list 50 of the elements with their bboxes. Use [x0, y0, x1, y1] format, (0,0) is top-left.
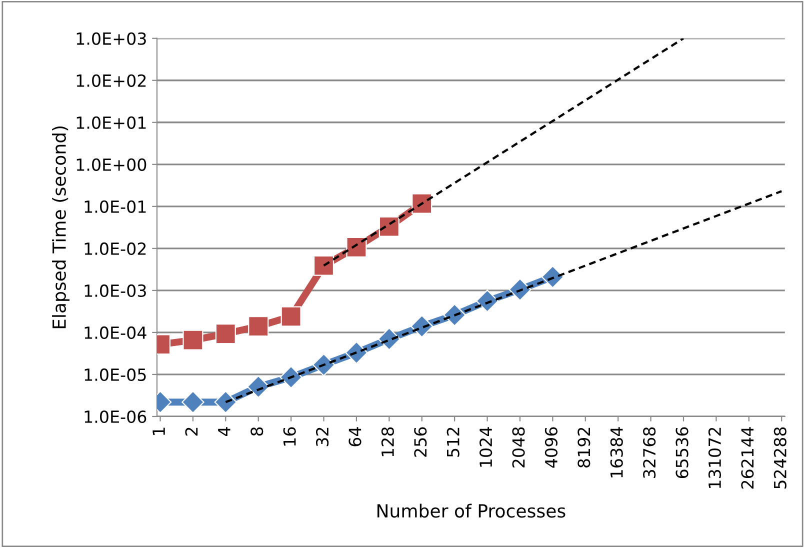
point — [378, 216, 400, 237]
y-tick-label: 1.0E-06 — [84, 410, 146, 424]
point — [215, 324, 236, 344]
point — [280, 366, 302, 389]
point — [412, 193, 432, 214]
point — [280, 306, 302, 327]
x-tick-label: 2048 — [512, 427, 525, 468]
point — [214, 390, 238, 414]
x-tick-label: 262144 — [741, 427, 754, 489]
x-tick-label: 32768 — [643, 427, 656, 478]
y-tick-label: 1.0E-02 — [84, 242, 146, 255]
x-tick-label: 512 — [446, 428, 460, 457]
y-tick-label: 1.0E-03 — [84, 284, 146, 298]
x-axis-title: Number of Processes — [377, 504, 566, 518]
x-tick-label: 4 — [218, 427, 230, 436]
point — [345, 341, 368, 364]
y-tick-label: 1.0E+00 — [76, 158, 146, 171]
x-tick-label: 8 — [250, 427, 264, 436]
x-tick-label: 131072 — [708, 428, 722, 488]
y-tick-label: 1.0E-01 — [84, 200, 146, 213]
point — [313, 255, 334, 276]
x-tick-label: 2 — [185, 428, 198, 436]
x-tick-label: 1024 — [480, 427, 492, 467]
x-tick-label: 32 — [316, 428, 329, 446]
point — [182, 330, 204, 350]
y-tick-label: 1.0E+01 — [76, 116, 146, 129]
x-tick-label: 256 — [414, 427, 427, 457]
x-tick-label: 128 — [381, 427, 394, 456]
x-tick-label: 4096 — [544, 427, 558, 468]
y-tick-label: 1.0E-05 — [84, 368, 146, 382]
x-tick-label: 8192 — [578, 428, 590, 468]
x-tick-label: 64 — [348, 427, 362, 446]
point — [541, 266, 564, 288]
point — [476, 290, 499, 312]
point — [246, 375, 270, 398]
point — [346, 236, 367, 258]
x-tick-label: 16 — [283, 427, 296, 446]
x-tick-label: 1 — [152, 428, 165, 435]
x-tick-label: 65536 — [676, 427, 688, 478]
y-axis-title: Elapsed Time (second) — [52, 126, 70, 328]
point — [182, 390, 204, 414]
point — [443, 304, 466, 326]
x-tick-label: 16384 — [610, 427, 623, 478]
point — [248, 316, 269, 337]
point — [312, 353, 336, 376]
y-tick-label: 1.0E+02 — [76, 74, 146, 87]
point — [508, 278, 532, 301]
x-tick-label: 524288 — [774, 427, 786, 489]
y-tick-label: 1.0E-04 — [84, 326, 146, 340]
y-tick-label: 1.0E+03 — [76, 32, 146, 45]
